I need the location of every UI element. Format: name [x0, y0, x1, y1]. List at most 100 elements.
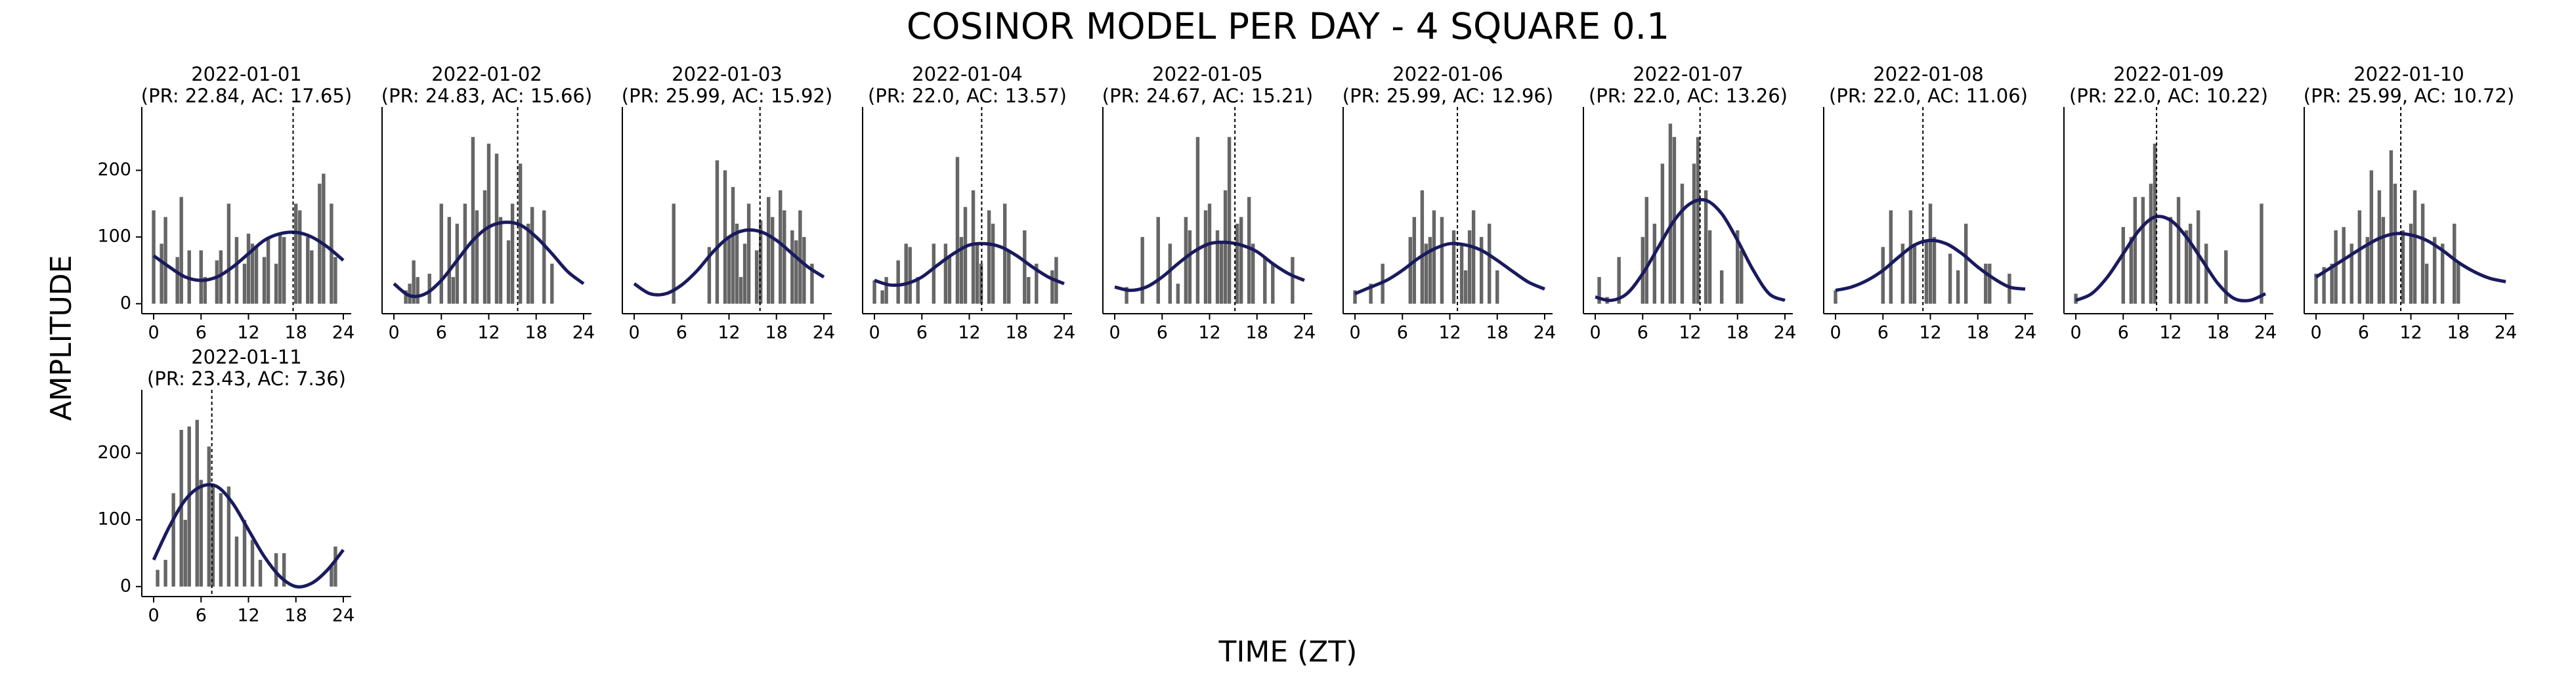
bar: [219, 493, 223, 587]
bar: [2168, 217, 2173, 304]
fit-curve: [874, 242, 1065, 287]
bar: [451, 277, 456, 304]
subplot-title: 2022-01-06: [1392, 63, 1503, 85]
bar: [175, 257, 179, 304]
bar: [2184, 230, 2189, 304]
x-tick-label: 18: [1727, 323, 1749, 343]
bar: [1889, 210, 1893, 304]
bar: [2224, 250, 2228, 304]
x-tick-label: 0: [869, 323, 880, 343]
x-tick-label: 6: [1637, 323, 1648, 343]
bar: [282, 553, 286, 587]
bar: [318, 183, 322, 304]
x-tick-label: 18: [1246, 323, 1268, 343]
bar: [1932, 237, 1937, 304]
y-tick-label: 0: [120, 576, 131, 596]
x-tick-label: 24: [1293, 323, 1316, 343]
bar: [1263, 257, 1267, 304]
subplot: 2022-01-05(PR: 24.67, AC: 15.21) 0 6 12 18 24: [1102, 63, 1316, 343]
bar: [1928, 203, 1933, 304]
bar: [1912, 243, 1917, 304]
bar: [322, 173, 326, 304]
bar: [1617, 257, 1621, 304]
bar: [427, 274, 431, 304]
bar: [447, 217, 452, 304]
bar: [1188, 230, 1192, 304]
bar: [246, 234, 251, 304]
x-tick-label: 0: [388, 323, 399, 343]
bar: [1184, 217, 1188, 304]
subplot-title: 2022-01-03: [672, 63, 783, 85]
bar: [330, 203, 333, 304]
bar: [1050, 270, 1054, 304]
subplot-subtitle: (PR: 24.83, AC: 15.66): [381, 85, 592, 107]
bar: [1035, 263, 1039, 304]
bar: [203, 277, 207, 304]
bar: [266, 237, 270, 304]
bar: [1597, 277, 1601, 304]
bar: [163, 560, 167, 587]
subplot-title: 2022-01-04: [912, 63, 1023, 85]
bar: [779, 190, 783, 304]
bar: [463, 203, 467, 304]
x-tick-label: 12: [2399, 323, 2422, 343]
bar: [226, 203, 231, 304]
bar: [904, 243, 908, 304]
bar: [199, 480, 203, 587]
bar: [1704, 190, 1708, 304]
bar: [1432, 210, 1436, 304]
x-tick-label: 0: [2310, 323, 2321, 343]
bar: [294, 203, 298, 304]
x-tick-label: 6: [2118, 323, 2129, 343]
bar: [802, 237, 806, 304]
bar: [2457, 263, 2460, 304]
bar: [2377, 190, 2382, 304]
bar: [1680, 183, 1685, 304]
bar: [416, 277, 419, 304]
bar: [183, 520, 187, 587]
bar: [979, 263, 983, 304]
subplot-subtitle: (PR: 24.67, AC: 15.21): [1102, 85, 1313, 107]
bar: [1176, 284, 1180, 304]
bar: [2153, 143, 2157, 304]
bar: [412, 260, 416, 304]
bar: [510, 203, 515, 304]
bar: [2369, 170, 2374, 304]
bar: [171, 493, 175, 587]
bar: [455, 223, 460, 304]
bar: [2413, 190, 2417, 304]
bar: [1247, 197, 1251, 304]
fit-curve: [1595, 198, 1786, 303]
bar: [250, 539, 255, 587]
x-tick-label: 6: [196, 323, 207, 343]
x-tick-label: 0: [148, 323, 159, 343]
x-tick-label: 18: [1006, 323, 1028, 343]
bar: [2314, 274, 2318, 304]
bar: [798, 210, 802, 304]
x-tick-label: 12: [1438, 323, 1461, 343]
bar: [160, 243, 163, 304]
bar: [1291, 257, 1295, 304]
bar: [1471, 210, 1476, 304]
x-tick-label: 6: [436, 323, 447, 343]
bar: [506, 240, 511, 304]
bar: [715, 160, 719, 304]
subplot-subtitle: (PR: 25.99, AC: 12.96): [1342, 85, 1553, 107]
bar: [1459, 243, 1464, 304]
bar: [2141, 197, 2145, 304]
x-tick-label: 24: [1534, 323, 1556, 343]
bar: [187, 426, 191, 587]
x-tick-label: 12: [237, 323, 259, 343]
bar: [2322, 266, 2326, 304]
x-tick-label: 24: [572, 323, 595, 343]
subplot-subtitle: (PR: 25.99, AC: 10.72): [2304, 85, 2514, 107]
bar: [199, 250, 203, 304]
bar: [1140, 237, 1144, 304]
bar: [794, 240, 798, 304]
bar: [908, 247, 912, 304]
subplot: 2022-01-06(PR: 25.99, AC: 12.96) 0 6 12 18 24: [1342, 63, 1556, 343]
fit-curve: [633, 228, 825, 297]
bar: [1156, 217, 1160, 304]
bar: [219, 250, 223, 304]
